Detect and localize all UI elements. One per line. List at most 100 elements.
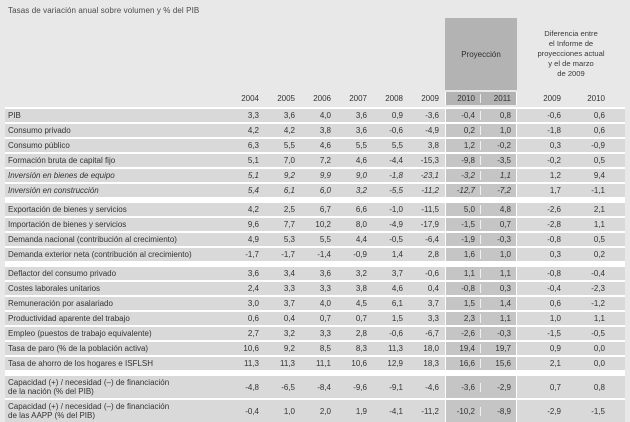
projection-value-cell: -10,2 (446, 406, 481, 416)
projection-value-cell: -2,6 (446, 329, 481, 338)
projection-value-cell: -7,2 (497, 186, 511, 195)
row-label: Deflactor del consumo privado (8, 269, 117, 278)
value-cell: 4,2 (283, 126, 295, 135)
difference-value-cell: 0,3 (549, 141, 561, 150)
value-cell: 11,3 (244, 359, 259, 368)
difference-value-cell: -0,4 (591, 269, 605, 278)
projection-band: -3,6 -2,9 (445, 376, 517, 398)
year-header-2009: 2009 (421, 94, 439, 103)
value-cell: 3,6 (283, 111, 295, 120)
row-label: Inversión en construcción (8, 186, 99, 195)
value-cell: 0,7 (319, 314, 331, 323)
value-cell: 5,1 (247, 156, 259, 165)
projection-value-cell: -1,9 (446, 235, 481, 244)
projection-value-cell: 1,1 (499, 171, 511, 180)
row-label: Tasa de ahorro de los hogares e ISFLSH (8, 359, 153, 368)
value-cell: 3,7 (391, 269, 403, 278)
value-cell: 5,5 (319, 235, 331, 244)
row-label: Consumo privado (8, 126, 71, 135)
value-cell: 3,2 (355, 186, 367, 195)
difference-value-cell: 0,0 (593, 344, 605, 353)
value-cell: 9,2 (283, 344, 295, 353)
table-row: Demanda exterior neta (contribución al c… (5, 248, 625, 261)
projection-band: 16,6 15,6 (445, 357, 517, 370)
table-row: Capacidad (+) / necesidad (–) de financi… (5, 376, 625, 398)
value-cell: 5,5 (391, 141, 403, 150)
difference-value-cell: 0,9 (549, 344, 561, 353)
projection-value-cell: 0,3 (499, 284, 511, 293)
value-cell: 3,4 (283, 269, 295, 278)
value-cell: 2,4 (247, 284, 259, 293)
projection-value-cell: -0,4 (446, 111, 481, 120)
value-cell: -23,1 (420, 171, 439, 180)
projection-value-cell: 19,4 (446, 344, 481, 353)
difference-value-cell: -0,8 (547, 269, 561, 278)
difference-value-cell: 0,8 (593, 382, 605, 392)
value-cell: 7,0 (283, 156, 295, 165)
difference-value-cell: 0,2 (593, 250, 605, 259)
row-label: PIB (8, 111, 21, 120)
value-cell: -0,4 (245, 406, 259, 416)
difference-value-cell: 0,5 (593, 156, 605, 165)
projection-value-cell: -2,9 (497, 382, 511, 392)
projection-value-cell: 1,2 (446, 141, 481, 150)
table-body: PIB 3,3 3,6 4,0 3,6 0,9 -3,6 -0,4 0,8 -0,6 0,6 Cons… (5, 107, 625, 422)
value-cell: -4,1 (389, 406, 403, 416)
value-cell: 4,6 (355, 156, 367, 165)
row-label: Capacidad (+) / necesidad (–) de financi… (8, 378, 170, 396)
value-cell: -17,9 (420, 220, 439, 229)
projection-value-cell: 1,1 (499, 314, 511, 323)
value-cell: 9,6 (247, 220, 259, 229)
value-cell: -4,9 (425, 126, 439, 135)
projection-band: -1,9 -0,3 (445, 233, 517, 246)
difference-value-cell: 0,6 (593, 111, 605, 120)
table-row: Productividad aparente del trabajo 0,6 0,4… (5, 312, 625, 325)
value-cell: 3,6 (247, 269, 259, 278)
projection-value-cell: 1,1 (446, 269, 481, 278)
value-cell: -0,6 (389, 329, 403, 338)
difference-value-cell: -0,4 (547, 284, 561, 293)
table-row: Costes laborales unitarios 2,4 3,3 3,3 3,8 4,… (5, 282, 625, 295)
value-cell: 1,4 (391, 250, 403, 259)
table-row: Tasa de ahorro de los hogares e ISFLSH 11… (5, 357, 625, 370)
value-cell: 9,0 (355, 171, 367, 180)
value-cell: 8,0 (355, 220, 367, 229)
table-row: Remuneración por asalariado 3,0 3,7 4,0 4,5 6… (5, 297, 625, 310)
value-cell: 3,3 (427, 314, 439, 323)
difference-value-cell: 1,1 (593, 314, 605, 323)
projection-band: 1,2 -0,2 (445, 139, 517, 152)
projection-value-cell: -0,2 (497, 141, 511, 150)
difference-value-cell: 0,6 (549, 299, 561, 308)
difference-value-cell: -1,5 (547, 329, 561, 338)
projections-table: Proyección Diferencia entre el Informe d… (5, 18, 625, 422)
table-row: PIB 3,3 3,6 4,0 3,6 0,9 -3,6 -0,4 0,8 -0,6 0,6 (5, 109, 625, 122)
value-cell: 1,5 (391, 314, 403, 323)
row-label: Demanda exterior neta (contribución al c… (8, 250, 192, 259)
difference-value-cell: -0,5 (591, 329, 605, 338)
table-row: Tasa de paro (% de la población activa) 1… (5, 342, 625, 355)
value-cell: -4,4 (389, 156, 403, 165)
difference-value-cell: -1,5 (591, 406, 605, 416)
value-cell: 0,7 (355, 314, 367, 323)
projection-band: -9,8 -3,5 (445, 154, 517, 167)
table-row: Consumo privado 4,2 4,2 3,8 3,6 -0,6 -4,9 0,2 1,… (5, 124, 625, 137)
value-cell: 18,3 (423, 359, 439, 368)
value-cell: 12,9 (387, 359, 403, 368)
projection-value-cell: 2,3 (446, 314, 481, 323)
value-cell: 6,0 (319, 186, 331, 195)
value-cell: 6,3 (247, 141, 259, 150)
projection-value-cell: -0,3 (497, 329, 511, 338)
table-header-top: Proyección Diferencia entre el Informe d… (5, 18, 625, 90)
value-cell: -1,0 (389, 205, 403, 214)
projection-band: -10,2 -8,9 (445, 400, 517, 422)
table-row: Inversión en construcción 5,4 6,1 6,0 3,2 -5,… (5, 184, 625, 197)
table-row: Empleo (puestos de trabajo equivalente) 2… (5, 327, 625, 340)
projection-year-2010: 2010 (446, 94, 481, 103)
projection-value-cell: 1,5 (446, 299, 481, 308)
page-title: Tasas de variación anual sobre volumen y… (8, 6, 200, 15)
value-cell: 4,5 (355, 299, 367, 308)
row-label: Importación de bienes y servicios (8, 220, 127, 229)
projection-band: -0,8 0,3 (445, 282, 517, 295)
value-cell: 11,1 (316, 359, 331, 368)
value-cell: -6,4 (425, 235, 439, 244)
